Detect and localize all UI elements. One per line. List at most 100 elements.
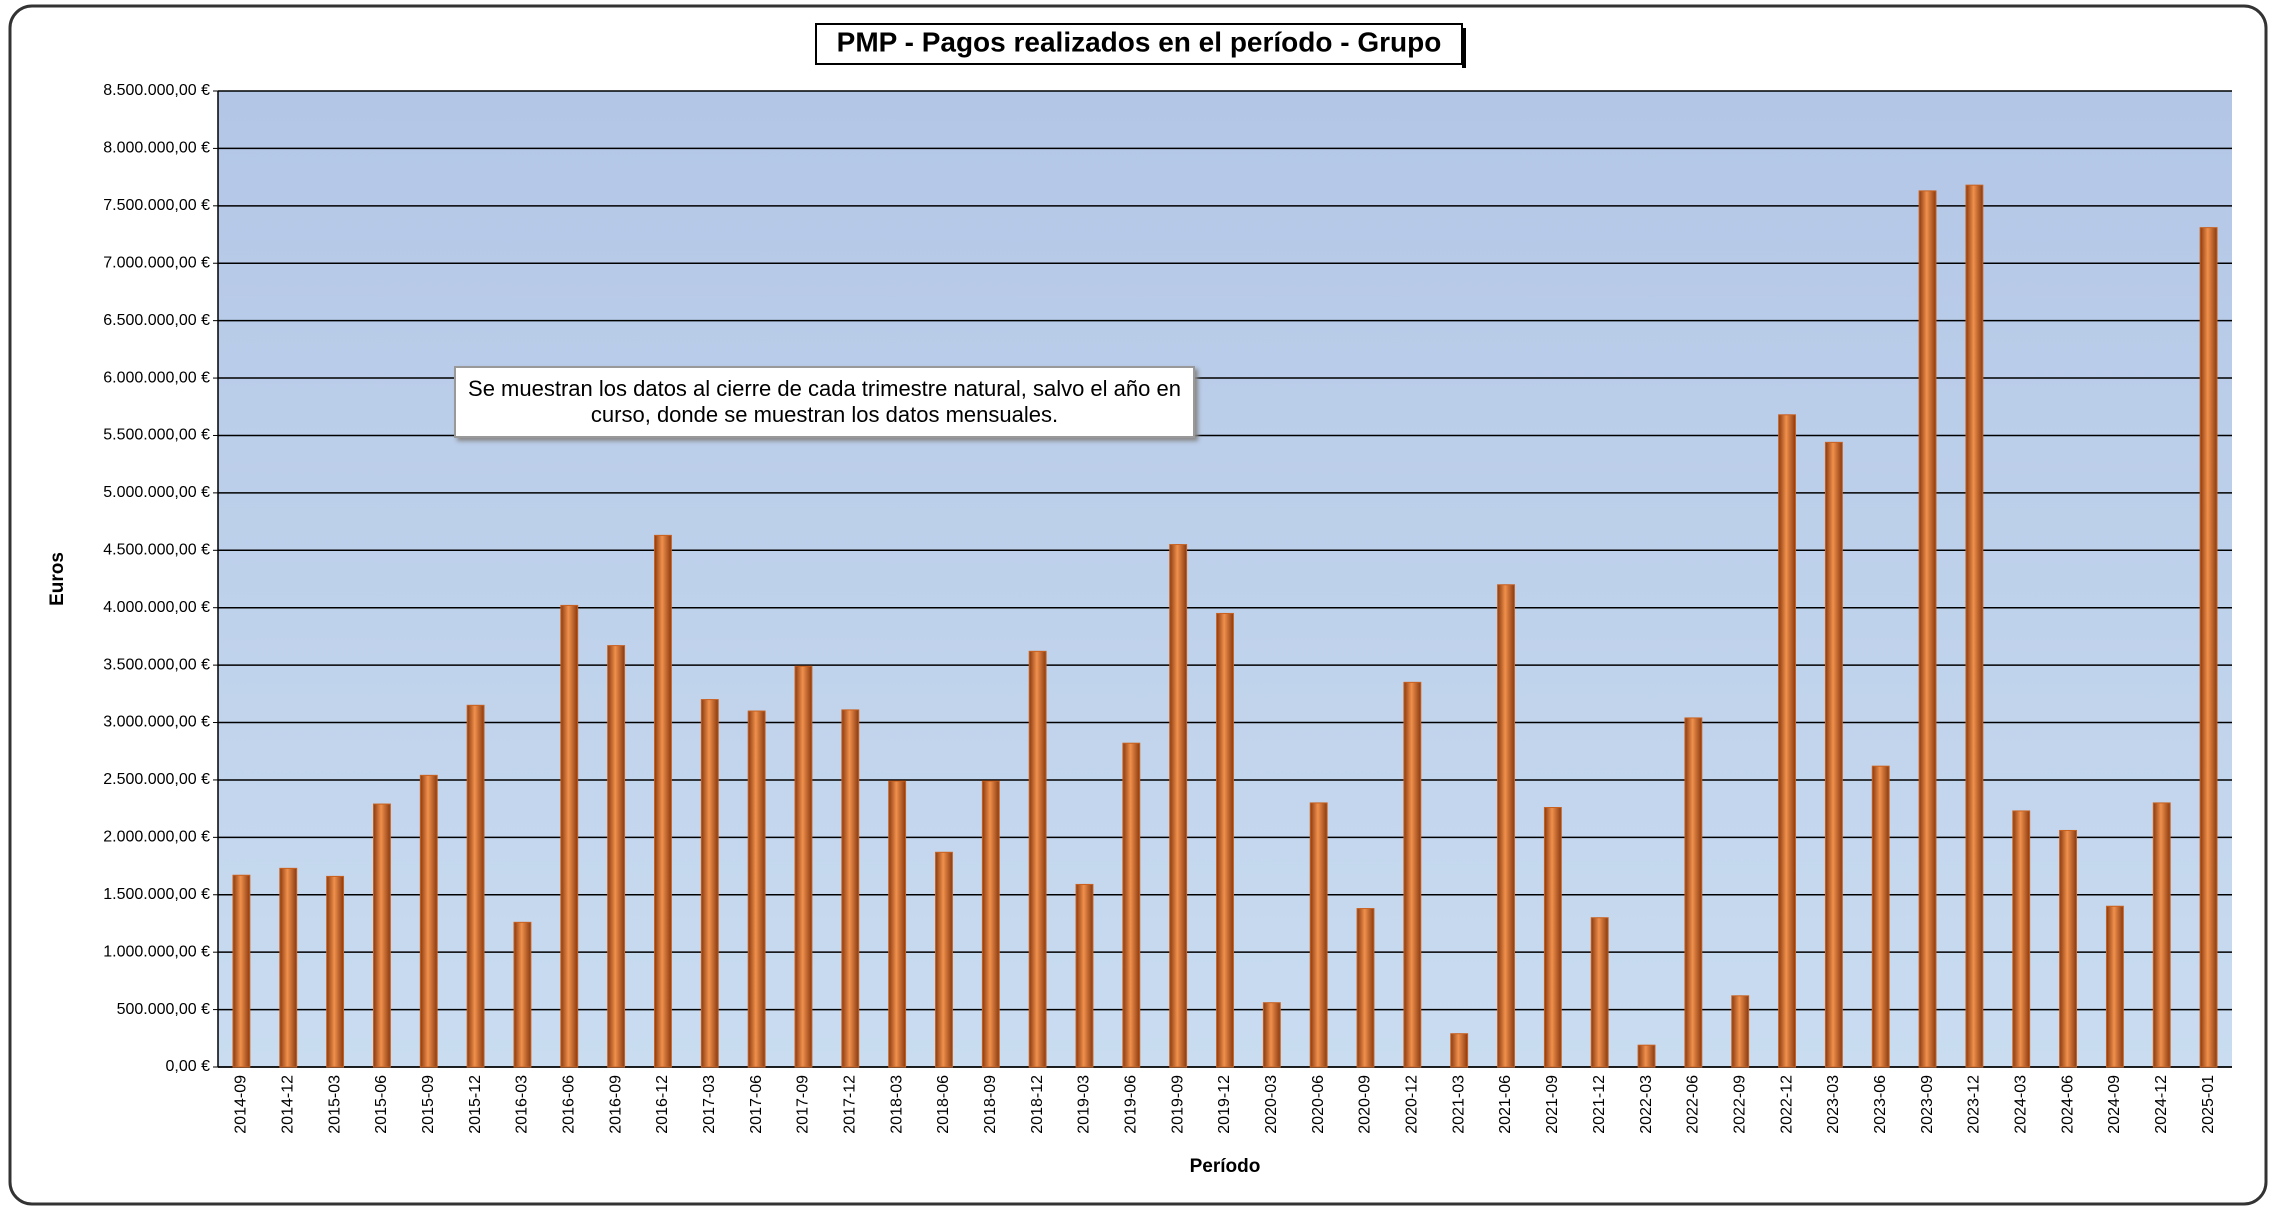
title-shadow xyxy=(1462,28,1466,68)
bar xyxy=(841,709,860,1068)
bar xyxy=(1684,717,1703,1068)
bar xyxy=(1262,1002,1281,1068)
bar xyxy=(279,867,298,1068)
bar xyxy=(326,875,345,1068)
y-tick-label: 500.000,00 € xyxy=(117,1001,211,1018)
bar xyxy=(419,774,438,1068)
x-tick-label: 2020-06 xyxy=(1310,1075,1327,1134)
x-tick-label: 2024-06 xyxy=(2059,1075,2076,1134)
bar xyxy=(2199,227,2218,1068)
y-tick-label: 6.500.000,00 € xyxy=(103,312,210,329)
bar xyxy=(1075,883,1094,1068)
bar xyxy=(2152,802,2171,1068)
bar xyxy=(1543,806,1562,1068)
bar xyxy=(607,645,626,1068)
y-tick-label: 4.000.000,00 € xyxy=(103,599,210,616)
bar xyxy=(372,803,391,1068)
y-tick-label: 5.000.000,00 € xyxy=(103,484,210,501)
x-tick-label: 2017-06 xyxy=(748,1075,765,1134)
x-tick-label: 2017-09 xyxy=(795,1075,812,1134)
x-tick-label: 2021-06 xyxy=(1497,1075,1514,1134)
x-tick-label: 2015-03 xyxy=(326,1075,343,1134)
y-tick-label: 3.500.000,00 € xyxy=(103,656,210,673)
x-tick-label: 2018-09 xyxy=(982,1075,999,1134)
x-tick-label: 2022-12 xyxy=(1778,1075,1795,1134)
bar xyxy=(2012,810,2031,1068)
x-tick-label: 2022-06 xyxy=(1685,1075,1702,1134)
y-tick-label: 4.500.000,00 € xyxy=(103,542,210,559)
x-tick-label: 2018-06 xyxy=(935,1075,952,1134)
bar xyxy=(888,780,907,1068)
bar xyxy=(1403,681,1422,1068)
x-tick-label: 2023-12 xyxy=(1966,1075,1983,1134)
x-tick-label: 2016-06 xyxy=(560,1075,577,1134)
bar xyxy=(794,665,813,1068)
chart-title: PMP - Pagos realizados en el período - G… xyxy=(837,26,1442,57)
bar xyxy=(1778,414,1796,1068)
x-tick-label: 2019-06 xyxy=(1123,1075,1140,1134)
bar xyxy=(1122,742,1141,1068)
bar xyxy=(560,604,579,1068)
x-tick-label: 2020-03 xyxy=(1263,1075,1280,1134)
x-tick-label: 2014-12 xyxy=(279,1075,296,1134)
x-tick-label: 2018-12 xyxy=(1029,1075,1046,1134)
bar xyxy=(1309,802,1328,1068)
bar xyxy=(232,874,251,1068)
bar xyxy=(1965,184,1984,1068)
annotation: Se muestran los datos al cierre de cada … xyxy=(454,366,1195,438)
x-tick-label: 2017-12 xyxy=(842,1075,859,1134)
x-tick-label: 2022-03 xyxy=(1638,1075,1655,1134)
x-tick-label: 2025-01 xyxy=(2200,1075,2217,1134)
bar xyxy=(747,710,766,1068)
y-axis-title: Euros xyxy=(47,552,68,606)
x-tick-label: 2015-12 xyxy=(467,1075,484,1134)
x-tick-label: 2023-06 xyxy=(1872,1075,1889,1134)
bar xyxy=(1028,650,1047,1068)
bar xyxy=(2059,829,2078,1068)
bar xyxy=(935,851,953,1068)
y-tick-label: 2.000.000,00 € xyxy=(103,829,210,846)
x-tick-label: 2021-12 xyxy=(1591,1075,1608,1134)
x-tick-label: 2020-09 xyxy=(1357,1075,1374,1134)
title-box xyxy=(815,23,1463,65)
x-tick-label: 2021-09 xyxy=(1544,1075,1561,1134)
x-tick-label: 2019-03 xyxy=(1076,1075,1093,1134)
y-tick-label: 7.000.000,00 € xyxy=(103,254,210,271)
bar xyxy=(1871,765,1890,1068)
bar xyxy=(2105,905,2124,1068)
y-tick-label: 0,00 € xyxy=(166,1058,211,1075)
x-tick-label: 2024-03 xyxy=(2012,1075,2029,1134)
y-tick-label: 8.500.000,00 € xyxy=(103,82,210,99)
x-axis-title: Período xyxy=(1190,1156,1261,1177)
y-tick-label: 1.500.000,00 € xyxy=(103,886,210,903)
x-tick-label: 2018-03 xyxy=(888,1075,905,1134)
x-tick-label: 2014-09 xyxy=(233,1075,250,1134)
bar xyxy=(1356,908,1375,1068)
bar xyxy=(1731,995,1750,1068)
bar xyxy=(654,534,672,1068)
bar xyxy=(1450,1033,1469,1068)
bar xyxy=(466,704,485,1068)
x-tick-label: 2020-12 xyxy=(1404,1075,1421,1134)
y-tick-label: 3.000.000,00 € xyxy=(103,714,210,731)
y-tick-label: 6.000.000,00 € xyxy=(103,369,210,386)
bar xyxy=(1590,917,1609,1068)
x-tick-label: 2017-03 xyxy=(701,1075,718,1134)
bar xyxy=(700,699,719,1068)
bar xyxy=(981,780,1000,1068)
x-tick-label: 2019-12 xyxy=(1216,1075,1233,1134)
x-tick-label: 2024-12 xyxy=(2153,1075,2170,1134)
x-tick-label: 2015-09 xyxy=(420,1075,437,1134)
bar xyxy=(1824,441,1843,1068)
x-tick-label: 2023-03 xyxy=(1825,1075,1842,1134)
y-tick-label: 5.500.000,00 € xyxy=(103,427,210,444)
bar xyxy=(1216,612,1234,1068)
bar xyxy=(513,921,532,1068)
x-tick-label: 2019-09 xyxy=(1169,1075,1186,1134)
x-tick-label: 2016-12 xyxy=(654,1075,671,1134)
x-tick-label: 2022-09 xyxy=(1731,1075,1748,1134)
x-tick-label: 2015-06 xyxy=(373,1075,390,1134)
y-tick-label: 2.500.000,00 € xyxy=(103,771,210,788)
